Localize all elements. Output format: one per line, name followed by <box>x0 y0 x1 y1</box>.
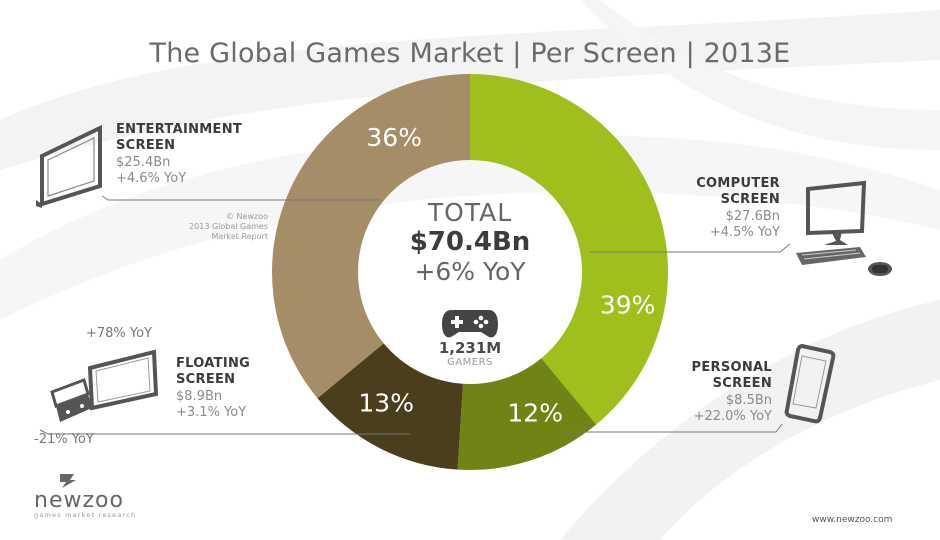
computer-value: $27.6Bn <box>725 208 780 224</box>
slice-label-floating: 13% <box>358 388 414 417</box>
brand-name: newzoo <box>34 488 124 513</box>
tablet-yoy: +78% YoY <box>86 326 153 341</box>
total-value: $70.4Bn <box>409 227 531 257</box>
personal-screen-info: PERSONAL SCREEN $8.5Bn +22.0% YoY <box>660 360 772 425</box>
smartphone-icon <box>784 343 836 424</box>
floating-title-line2: SCREEN <box>176 372 236 388</box>
donut-slice-entertainment <box>271 73 470 399</box>
slice-label-entertainment: 36% <box>366 123 422 152</box>
computer-yoy: +4.5% YoY <box>709 224 780 240</box>
personal-value: $8.5Bn <box>725 392 772 408</box>
computer-title-line2: SCREEN <box>720 192 780 208</box>
brand-url: www.newzoo.com <box>812 515 893 525</box>
donut-slice-personal <box>457 358 597 470</box>
leader-entertainment <box>101 195 380 201</box>
gamers-label: GAMERS <box>447 357 493 368</box>
slice-label-personal: 12% <box>507 399 563 428</box>
center-total: TOTAL $70.4Bn +6% YoY <box>360 198 580 286</box>
entertainment-value: $25.4Bn <box>116 154 171 170</box>
leader-floating <box>39 429 410 435</box>
slice-label-computer: 39% <box>600 291 656 320</box>
gamers-count-block: 1,231M GAMERS <box>400 339 540 368</box>
entertainment-screen-info: ENTERTAINMENT SCREEN $25.4Bn +4.6% YoY <box>116 122 242 187</box>
floating-value: $8.9Bn <box>176 388 223 404</box>
entertainment-title-line1: ENTERTAINMENT <box>116 122 243 137</box>
total-label: TOTAL <box>427 198 513 227</box>
desktop-computer-icon <box>796 180 892 276</box>
entertainment-yoy: +4.6% YoY <box>116 170 187 186</box>
tablet-icon <box>87 349 159 411</box>
tv-icon <box>36 124 102 208</box>
total-growth: +6% YoY <box>414 257 526 286</box>
leader-personal <box>560 423 783 433</box>
handheld-console-icon <box>50 378 92 422</box>
brand-tagline: games market research <box>34 511 137 519</box>
donut-slice-computer <box>470 74 668 425</box>
handheld-yoy: -21% YoY <box>34 432 94 447</box>
copyright-note: © Newzoo 2013 Global Games Market Report <box>189 212 268 241</box>
floating-screen-info: FLOATING SCREEN $8.9Bn +3.1% YoY <box>176 356 250 421</box>
entertainment-title-line2: SCREEN <box>116 138 176 154</box>
leader-computer <box>590 243 791 253</box>
floating-yoy: +3.1% YoY <box>176 404 247 420</box>
newzoo-logo-icon <box>60 474 76 488</box>
floating-title-line1: FLOATING <box>176 356 251 371</box>
gamers-count: 1,231M <box>438 339 502 357</box>
personal-yoy: +22.0% YoY <box>693 408 772 424</box>
donut-slice-floating <box>317 343 463 470</box>
personal-title-line1: PERSONAL <box>691 360 772 375</box>
computer-screen-info: COMPUTER SCREEN $27.6Bn +4.5% YoY <box>672 176 780 241</box>
personal-title-line2: SCREEN <box>712 376 772 392</box>
computer-title-line1: COMPUTER <box>696 176 780 191</box>
gamepad-icon <box>442 310 498 338</box>
chart-title: The Global Games Market | Per Screen | 2… <box>149 38 791 69</box>
newzoo-logo: newzoo games market research <box>34 474 137 519</box>
